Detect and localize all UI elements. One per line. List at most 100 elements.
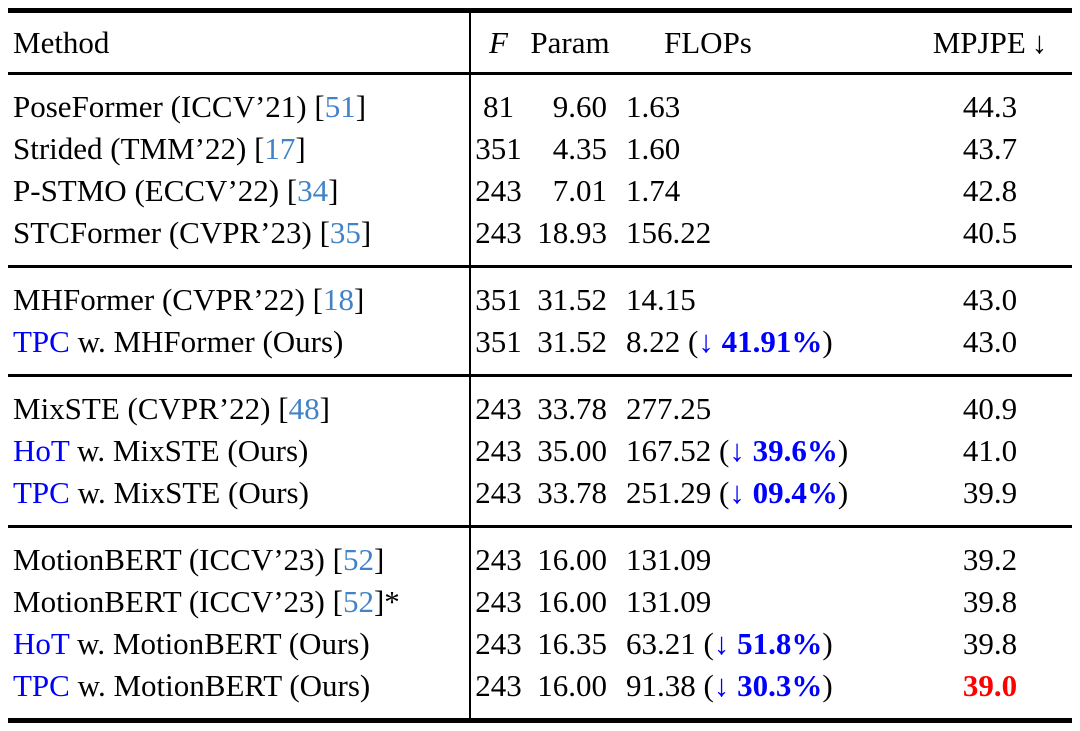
citation-link[interactable]: 52 xyxy=(342,584,374,619)
flops-drop-percent: 30.3% xyxy=(729,668,823,703)
citation-link[interactable]: 51 xyxy=(324,89,356,124)
method-cell: TPC w. MixSTE (Ours) xyxy=(8,472,471,527)
frames-cell: 243 xyxy=(475,215,522,250)
table-row: MotionBERT (ICCV’23) [52] 243 16.00 131.09 3… xyxy=(8,526,1072,581)
flops-cell: 63.21 (↓ 51.8%) xyxy=(626,626,833,661)
flops-cell: 131.09 xyxy=(626,584,712,619)
param-cell: 4.35 xyxy=(552,131,607,166)
flops-drop-percent: 41.91% xyxy=(713,324,823,359)
param-cell: 31.52 xyxy=(537,282,607,317)
flops-cell: 167.52 (↓ 39.6%) xyxy=(626,433,849,468)
method-cell: MHFormer (CVPR’22) [18] xyxy=(8,266,471,321)
mpjpe-value: 43.7 xyxy=(962,131,1018,166)
mpjpe-value: 39.8 xyxy=(962,626,1018,661)
col-header-mpjpe: MPJPE ↓ xyxy=(908,11,1072,74)
frames-cell: 243 xyxy=(475,626,522,661)
col-header-param: Param xyxy=(530,25,610,60)
mpjpe-cell: 39.8 xyxy=(908,623,1072,665)
citation-link[interactable]: 34 xyxy=(297,173,329,208)
mpjpe-value: 43.0 xyxy=(962,282,1018,317)
table-header: Method F Param FLOPs MPJPE ↓ xyxy=(8,10,1072,74)
method-cell: P-STMO (ECCV’22) [34] xyxy=(8,170,471,212)
flops-drop-arrow-icon: ↓ xyxy=(713,668,730,703)
table-row: MixSTE (CVPR’22) [48] 243 33.78 277.25 40.9 xyxy=(8,375,1072,431)
table-row: PoseFormer (ICCV’21) [51] 81 9.60 1.63 44.3 xyxy=(8,73,1072,128)
col-header-frames: F xyxy=(470,11,526,74)
method-prefix-label: HoT xyxy=(13,433,70,468)
flops-cell: 1.63 xyxy=(626,89,681,124)
col-header-flops: FLOPs xyxy=(664,25,752,60)
mpjpe-cell: 40.9 xyxy=(908,376,1072,431)
down-arrow-icon: ↓ xyxy=(1031,25,1048,60)
frames-symbol: F xyxy=(489,25,508,60)
paper-table-figure: Method F Param FLOPs MPJPE ↓ PoseFormer (… xyxy=(0,8,1080,731)
citation-link[interactable]: 52 xyxy=(342,542,374,577)
flops-cell: 91.38 (↓ 30.3%) xyxy=(626,668,833,703)
method-cell: TPC w. MHFormer (Ours) xyxy=(8,321,471,376)
frames-cell: 243 xyxy=(475,475,522,510)
citation-link[interactable]: 18 xyxy=(323,282,354,317)
param-cell: 35.00 xyxy=(537,433,607,468)
frames-cell: 351 xyxy=(475,282,522,317)
citation-link[interactable]: 17 xyxy=(264,131,296,166)
results-table: Method F Param FLOPs MPJPE ↓ PoseFormer (… xyxy=(8,8,1072,723)
mpjpe-value: 44.3 xyxy=(962,89,1018,124)
frames-cell: 243 xyxy=(475,433,522,468)
citation-link[interactable]: 35 xyxy=(329,215,361,250)
mpjpe-cell: 41.0 xyxy=(908,430,1072,472)
mpjpe-best-value: 39.0 xyxy=(962,668,1018,703)
flops-cell: 156.22 xyxy=(626,215,712,250)
frames-cell: 243 xyxy=(475,173,522,208)
flops-drop-arrow-icon: ↓ xyxy=(729,433,745,468)
mpjpe-cell: 39.9 xyxy=(908,472,1072,527)
param-cell: 18.93 xyxy=(537,215,607,250)
frames-cell: 243 xyxy=(475,391,522,426)
mpjpe-value: 43.0 xyxy=(962,324,1018,359)
table-row: HoT w. MotionBERT (Ours) 243 16.35 63.21 (↓… xyxy=(8,623,1072,665)
mpjpe-value: 39.2 xyxy=(962,542,1018,577)
mpjpe-cell: 43.0 xyxy=(908,321,1072,376)
flops-cell: 1.60 xyxy=(626,131,681,166)
param-cell: 16.00 xyxy=(537,542,607,577)
mpjpe-cell: 39.8 xyxy=(908,581,1072,623)
frames-cell: 243 xyxy=(475,584,522,619)
mpjpe-value: 41.0 xyxy=(962,433,1018,468)
param-cell: 9.60 xyxy=(552,89,607,124)
mpjpe-cell: 40.5 xyxy=(908,212,1072,267)
flops-cell: 14.15 xyxy=(626,282,696,317)
method-cell: STCFormer (CVPR’23) [35] xyxy=(8,212,471,267)
table-row: MotionBERT (ICCV’23) [52]* 243 16.00 131.09… xyxy=(8,581,1072,623)
flops-cell: 1.74 xyxy=(626,173,681,208)
flops-cell: 8.22 (↓ 41.91%) xyxy=(626,324,833,359)
method-group-1: PoseFormer (ICCV’21) [51] 81 9.60 1.63 44.3 S… xyxy=(8,73,1072,267)
method-cell: HoT w. MixSTE (Ours) xyxy=(8,430,471,472)
mpjpe-cell: 39.0 xyxy=(908,665,1072,721)
flops-drop-arrow-icon: ↓ xyxy=(713,626,730,661)
flops-drop-arrow-icon: ↓ xyxy=(729,475,745,510)
method-prefix-label: HoT xyxy=(13,626,70,661)
flops-cell: 131.09 xyxy=(626,542,712,577)
mpjpe-value: 42.8 xyxy=(962,173,1018,208)
method-cell: MotionBERT (ICCV’23) [52] xyxy=(8,526,471,581)
citation-link[interactable]: 48 xyxy=(288,391,320,426)
method-cell: MotionBERT (ICCV’23) [52]* xyxy=(8,581,471,623)
param-cell: 16.35 xyxy=(537,626,607,661)
param-cell: 33.78 xyxy=(537,391,607,426)
mpjpe-value: 39.8 xyxy=(962,584,1018,619)
mpjpe-value: 39.9 xyxy=(962,475,1018,510)
flops-drop-percent: 09.4% xyxy=(744,475,838,510)
table-row: MHFormer (CVPR’22) [18] 351 31.52 14.15 43.0 xyxy=(8,266,1072,321)
flops-drop-arrow-icon: ↓ xyxy=(698,324,714,359)
header-row: Method F Param FLOPs MPJPE ↓ xyxy=(8,10,1072,74)
method-cell: TPC w. MotionBERT (Ours) xyxy=(8,665,471,721)
frames-cell: 351 xyxy=(475,131,522,166)
mpjpe-cell: 42.8 xyxy=(908,170,1072,212)
mpjpe-label: MPJPE xyxy=(932,25,1026,60)
param-cell: 16.00 xyxy=(537,668,607,703)
method-prefix-label: TPC xyxy=(13,324,70,359)
table-row: HoT w. MixSTE (Ours) 243 35.00 167.52 (↓ 39… xyxy=(8,430,1072,472)
flops-drop-percent: 39.6% xyxy=(744,433,838,468)
frames-cell: 243 xyxy=(475,668,522,703)
frames-cell: 81 xyxy=(483,89,514,124)
flops-cell: 251.29 (↓ 09.4%) xyxy=(626,475,849,510)
